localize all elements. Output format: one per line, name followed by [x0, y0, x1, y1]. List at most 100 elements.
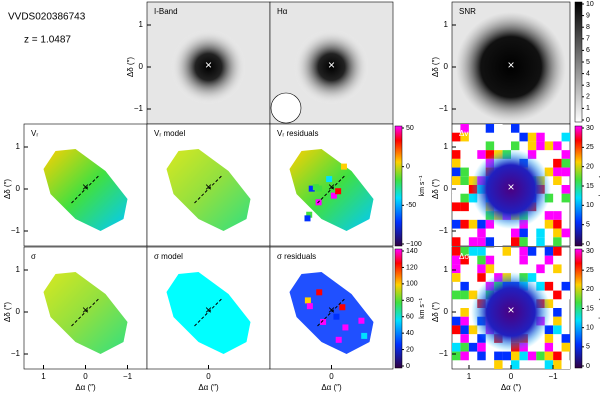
pixel [553, 308, 562, 317]
y-axis-label: Δδ (″) [126, 57, 135, 78]
pixel [544, 360, 554, 369]
pixel [452, 351, 461, 361]
y-tick-label: 1 [139, 20, 144, 29]
colorbar-tick-label: 2 [586, 94, 590, 101]
colorbar-tick-label: 60 [406, 314, 414, 321]
velocity-map [289, 272, 374, 354]
pixel [477, 219, 486, 229]
colorbar-tick-label: 80 [406, 297, 414, 304]
colorbar-tick-label: 20 [586, 286, 594, 293]
velocity-map [166, 272, 251, 354]
major-axis [317, 174, 346, 204]
colorbar-tick-label: -50 [406, 202, 416, 209]
pixel [460, 325, 469, 335]
pixel [330, 192, 337, 199]
pixel [460, 219, 469, 229]
pixel [519, 228, 528, 238]
colorbar-tick-label: 40 [406, 330, 414, 337]
pixel [460, 308, 469, 317]
pixel [477, 132, 486, 142]
pixel [477, 351, 486, 361]
pixel [342, 324, 349, 331]
colorbar-tick-label: 140 [406, 248, 418, 255]
pixel [452, 237, 461, 246]
error-core [471, 149, 551, 229]
y-tick-label: 0 [444, 62, 449, 71]
pixel [333, 313, 340, 320]
pixel [544, 211, 554, 220]
pixel [316, 185, 323, 192]
pixel [553, 325, 562, 335]
pixel [553, 351, 562, 361]
colorbar-unit: km s⁻¹ [599, 175, 600, 196]
pixel [553, 141, 562, 151]
source-image [293, 29, 370, 105]
pixel [561, 342, 570, 352]
pixel [553, 360, 562, 369]
panel-label: σ model [154, 252, 183, 261]
pixel [326, 176, 333, 183]
pixel [452, 150, 461, 159]
pixel [468, 342, 478, 352]
pixel [452, 193, 461, 203]
colorbar-tick-label: 0 [406, 363, 410, 370]
pixel [561, 193, 570, 203]
snr-image [456, 12, 566, 122]
pixel [485, 264, 495, 274]
colorbar-tick-label: 10 [586, 202, 594, 209]
pixel [561, 167, 570, 177]
y-axis-label: Δδ (″) [3, 302, 12, 323]
center-cross: × [205, 180, 212, 194]
colorbar-tick-label: 25 [586, 144, 594, 151]
pixel [335, 336, 342, 343]
pixel [477, 264, 486, 274]
pixel [561, 185, 570, 194]
y-tick-label: 0 [444, 307, 449, 316]
pixel [460, 351, 469, 361]
pixel [544, 334, 554, 343]
pixel [511, 351, 520, 361]
pixel [536, 237, 545, 246]
pixel [527, 141, 537, 151]
pixel [544, 281, 554, 291]
psf-circle [270, 92, 302, 124]
pixel [502, 351, 511, 361]
panel-label: Δv [459, 129, 468, 138]
colorbar-tick-label: 1 [586, 105, 590, 112]
colorbar-tick-label: 8 [586, 24, 590, 31]
colorbar-tick-label: 3 [586, 82, 590, 89]
y-tick-label: −1 [11, 349, 21, 358]
major-axis [317, 297, 346, 327]
colorbar-tick-label: 10 [586, 325, 594, 332]
pixel [561, 290, 570, 300]
pixel [553, 228, 562, 238]
x-axis-label: Δα (″) [321, 383, 342, 392]
y-tick-label: −1 [134, 104, 144, 113]
pixel [527, 150, 537, 159]
colorbar-tick-label: 0 [406, 164, 410, 171]
pixel [452, 132, 461, 142]
velocity-map [289, 149, 374, 231]
pixel [527, 132, 537, 142]
pixel [553, 219, 562, 229]
pixel [544, 141, 554, 151]
colorbar [574, 248, 583, 369]
pixel [553, 176, 562, 185]
pixel [511, 141, 520, 151]
pixel [494, 237, 503, 246]
pixel [494, 360, 503, 369]
colorbar-tick-label: 6 [586, 47, 590, 54]
pixel [561, 150, 570, 159]
x-tick-label: 0 [83, 372, 88, 381]
pixel [460, 281, 469, 291]
y-tick-label: 1 [444, 265, 449, 274]
pixel [536, 228, 545, 238]
center-cross: × [82, 180, 89, 194]
panel-label: σ [31, 252, 36, 261]
pixel [460, 255, 469, 265]
pixel [527, 351, 537, 361]
pixel [477, 228, 486, 238]
pixel [511, 237, 520, 246]
pixel [477, 342, 486, 352]
pixel [452, 185, 461, 194]
